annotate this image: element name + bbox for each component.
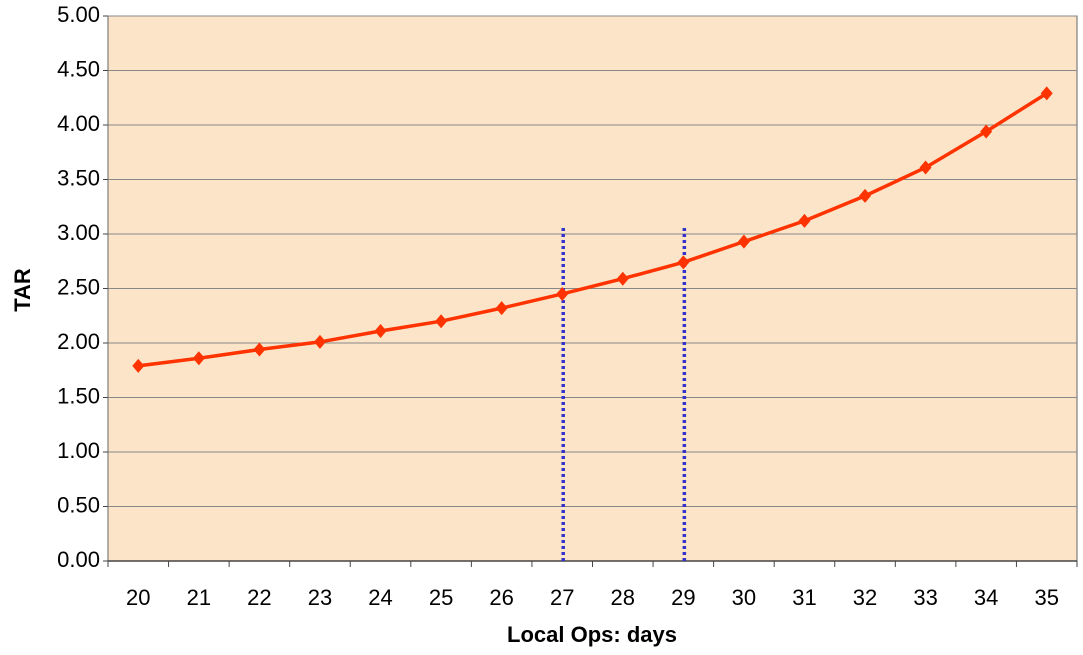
marker	[859, 188, 872, 203]
y-tick-label: 1.50	[57, 383, 100, 408]
y-tick-label: 1.00	[57, 438, 100, 463]
marker	[616, 271, 629, 286]
marker	[192, 351, 205, 366]
y-tick-label: 3.50	[57, 165, 100, 190]
x-tick-label: 20	[126, 585, 150, 610]
x-tick-label: 35	[1034, 585, 1058, 610]
y-tick-label: 5.00	[57, 2, 100, 27]
x-tick-label: 24	[368, 585, 392, 610]
marker	[677, 255, 690, 270]
marker	[980, 124, 993, 139]
x-tick-label: 28	[611, 585, 635, 610]
marker	[132, 358, 145, 373]
y-tick-label: 4.50	[57, 56, 100, 81]
x-tick-label: 27	[550, 585, 574, 610]
y-tick-label: 4.00	[57, 111, 100, 136]
marker	[374, 324, 387, 339]
x-tick-label: 30	[732, 585, 756, 610]
x-tick-label: 32	[853, 585, 877, 610]
x-tick-label: 22	[247, 585, 271, 610]
marker	[919, 160, 932, 175]
x-tick-label: 25	[429, 585, 453, 610]
x-axis-label: Local Ops: days	[507, 622, 677, 647]
x-tick-label: 26	[489, 585, 513, 610]
x-tick-label: 21	[187, 585, 211, 610]
x-tick-label: 23	[308, 585, 332, 610]
marker	[1040, 86, 1053, 101]
marker	[798, 213, 811, 228]
marker	[495, 301, 508, 316]
marker	[253, 342, 266, 357]
x-tick-label: 31	[792, 585, 816, 610]
marker	[556, 286, 569, 301]
y-tick-label: 0.00	[57, 547, 100, 572]
y-axis-label: TAR	[10, 268, 35, 312]
x-tick-label: 33	[913, 585, 937, 610]
marker	[737, 234, 750, 249]
y-tick-label: 0.50	[57, 492, 100, 517]
x-tick-label: 34	[974, 585, 998, 610]
y-tick-label: 3.00	[57, 220, 100, 245]
y-tick-label: 2.00	[57, 329, 100, 354]
marker	[313, 334, 326, 349]
y-tick-label: 2.50	[57, 274, 100, 299]
marker	[435, 314, 448, 329]
x-tick-label: 29	[671, 585, 695, 610]
series-line	[138, 91, 1048, 368]
